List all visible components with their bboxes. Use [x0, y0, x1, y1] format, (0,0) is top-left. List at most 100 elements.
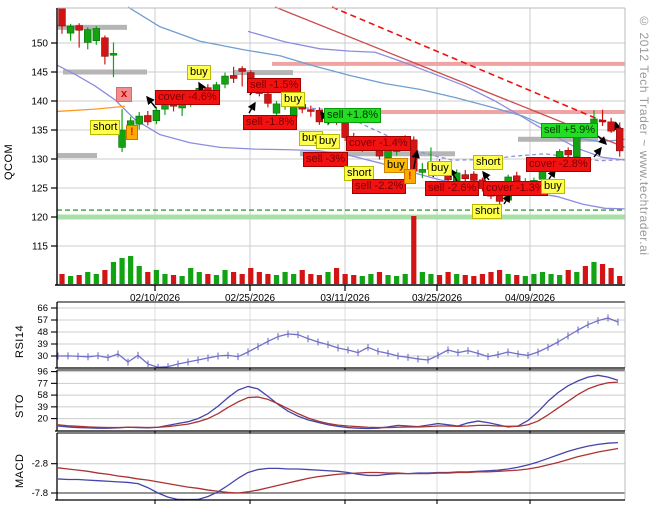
- volume-bar: [454, 274, 460, 284]
- volume-bar: [419, 272, 425, 284]
- signal-sell-label: sell -1.5%: [247, 78, 302, 93]
- candle-body-down: [75, 25, 83, 31]
- candle-body-down: [564, 150, 572, 156]
- volume-bar: [574, 272, 580, 284]
- STO-axis-label: 58: [37, 390, 48, 401]
- volume-bar: [110, 262, 117, 284]
- candle-body-down: [598, 119, 607, 123]
- volume-bar: [222, 270, 228, 284]
- signal-arrow: [593, 146, 602, 158]
- volume-bar: [119, 258, 125, 284]
- pink-resistance-band: [330, 110, 625, 115]
- STO-axis-label: 20: [37, 414, 48, 425]
- candle-body-up: [118, 129, 126, 148]
- copyright-watermark: © 2012 Tech Trader ~ www.techtrader.ai: [637, 14, 651, 256]
- candle-body-up: [92, 28, 101, 41]
- volume-bar: [376, 272, 383, 284]
- MACD-signal-line: [57, 447, 619, 494]
- signal-sellgain-label: sell +5.9%: [541, 123, 599, 138]
- RSI14-axis-label: 57: [37, 315, 48, 326]
- date-axis-label: 04/09/2026: [505, 293, 555, 304]
- signal-buy-label: buy: [316, 134, 340, 149]
- volume-bar: [231, 272, 237, 284]
- pink-resistance-band: [272, 61, 625, 66]
- volume-bar: [213, 275, 220, 284]
- volume-bar: [196, 272, 202, 284]
- candle-body-up: [221, 75, 229, 85]
- volume-bar: [76, 275, 82, 284]
- candle-body-down: [238, 68, 246, 72]
- volume-bar: [548, 274, 554, 284]
- signal-cover-label: cover -1.3%: [483, 181, 548, 196]
- signal-arrow: [146, 95, 157, 109]
- price-axis-label: 135: [31, 126, 48, 137]
- volume-bar: [496, 270, 503, 284]
- signal-cover-label: cover -4.6%: [155, 90, 220, 105]
- volume-bar: [342, 274, 348, 284]
- STO-slow-line: [57, 381, 619, 429]
- volume-bar: [411, 216, 417, 284]
- candle-body-up: [272, 103, 281, 114]
- volume-bar: [136, 266, 142, 284]
- gray-resistance-band: [63, 69, 147, 75]
- volume-bar: [617, 276, 623, 284]
- MACD-macd-line: [57, 441, 619, 501]
- candle-body-up: [66, 25, 75, 34]
- volume-bar: [291, 274, 297, 284]
- volume-bar: [608, 268, 614, 284]
- volume-bar: [445, 272, 451, 284]
- candle-body-down: [264, 93, 272, 104]
- MACD-axis-label: -2.8: [32, 459, 48, 470]
- volume-bar: [591, 262, 597, 284]
- volume-bar: [582, 266, 588, 284]
- date-axis-label: 03/11/2026: [320, 293, 370, 304]
- blue-moving-average: [127, 6, 626, 143]
- volume-bar: [308, 274, 314, 284]
- volume-bar: [299, 270, 305, 284]
- date-axis-label: 03/25/2026: [412, 293, 462, 304]
- volume-bar: [402, 274, 408, 284]
- STO-axis-label: 96: [37, 367, 48, 378]
- signal-sell-label: sell -2.2%: [352, 179, 407, 194]
- volume-bar: [188, 268, 194, 284]
- STO-axis-label: 39: [37, 402, 48, 413]
- signal-buy-label: buy: [187, 65, 211, 80]
- volume-bar: [205, 274, 211, 284]
- volume-bar: [67, 276, 74, 284]
- volume-bar: [102, 270, 108, 284]
- volume-bar: [462, 275, 468, 284]
- volume-bar: [273, 275, 280, 284]
- candle-body-down: [229, 75, 238, 79]
- MACD-axis-label: -7.8: [32, 488, 48, 499]
- volume-bar: [471, 276, 477, 284]
- volume-bar: [531, 274, 537, 284]
- price-axis-label: 145: [31, 68, 48, 79]
- volume-bar: [599, 264, 606, 284]
- gray-resistance-band: [57, 24, 127, 30]
- volume-bar: [359, 276, 365, 284]
- candle-body-down: [101, 37, 109, 57]
- volume-bar: [479, 274, 486, 284]
- STO-axis-label: 77: [37, 378, 48, 389]
- marker-markbang-label: !: [126, 125, 138, 140]
- signal-arrow: [482, 170, 491, 181]
- signal-buy-label: buy: [428, 161, 452, 176]
- price-axis-label: 125: [31, 184, 48, 195]
- signal-buy-label: buy: [281, 92, 305, 107]
- RSI14-axis-label: 66: [37, 303, 48, 314]
- orange-support-line: [56, 105, 126, 113]
- price-panel-symbol-label: QCOM: [3, 143, 15, 180]
- signal-short-label: short: [472, 204, 503, 219]
- marker-markx-label: x: [116, 87, 133, 102]
- RSI14-axis-label: 39: [37, 339, 48, 350]
- volume-bar: [265, 274, 271, 284]
- candle-body-down: [615, 127, 624, 152]
- gray-resistance-band: [233, 70, 293, 76]
- green-support-band: [57, 214, 625, 220]
- volume-bar: [505, 274, 511, 284]
- volume-bar: [179, 276, 185, 284]
- volume-bar: [557, 275, 563, 284]
- volume-bar: [428, 274, 434, 284]
- volume-bar: [539, 272, 546, 284]
- volume-bar: [248, 268, 254, 284]
